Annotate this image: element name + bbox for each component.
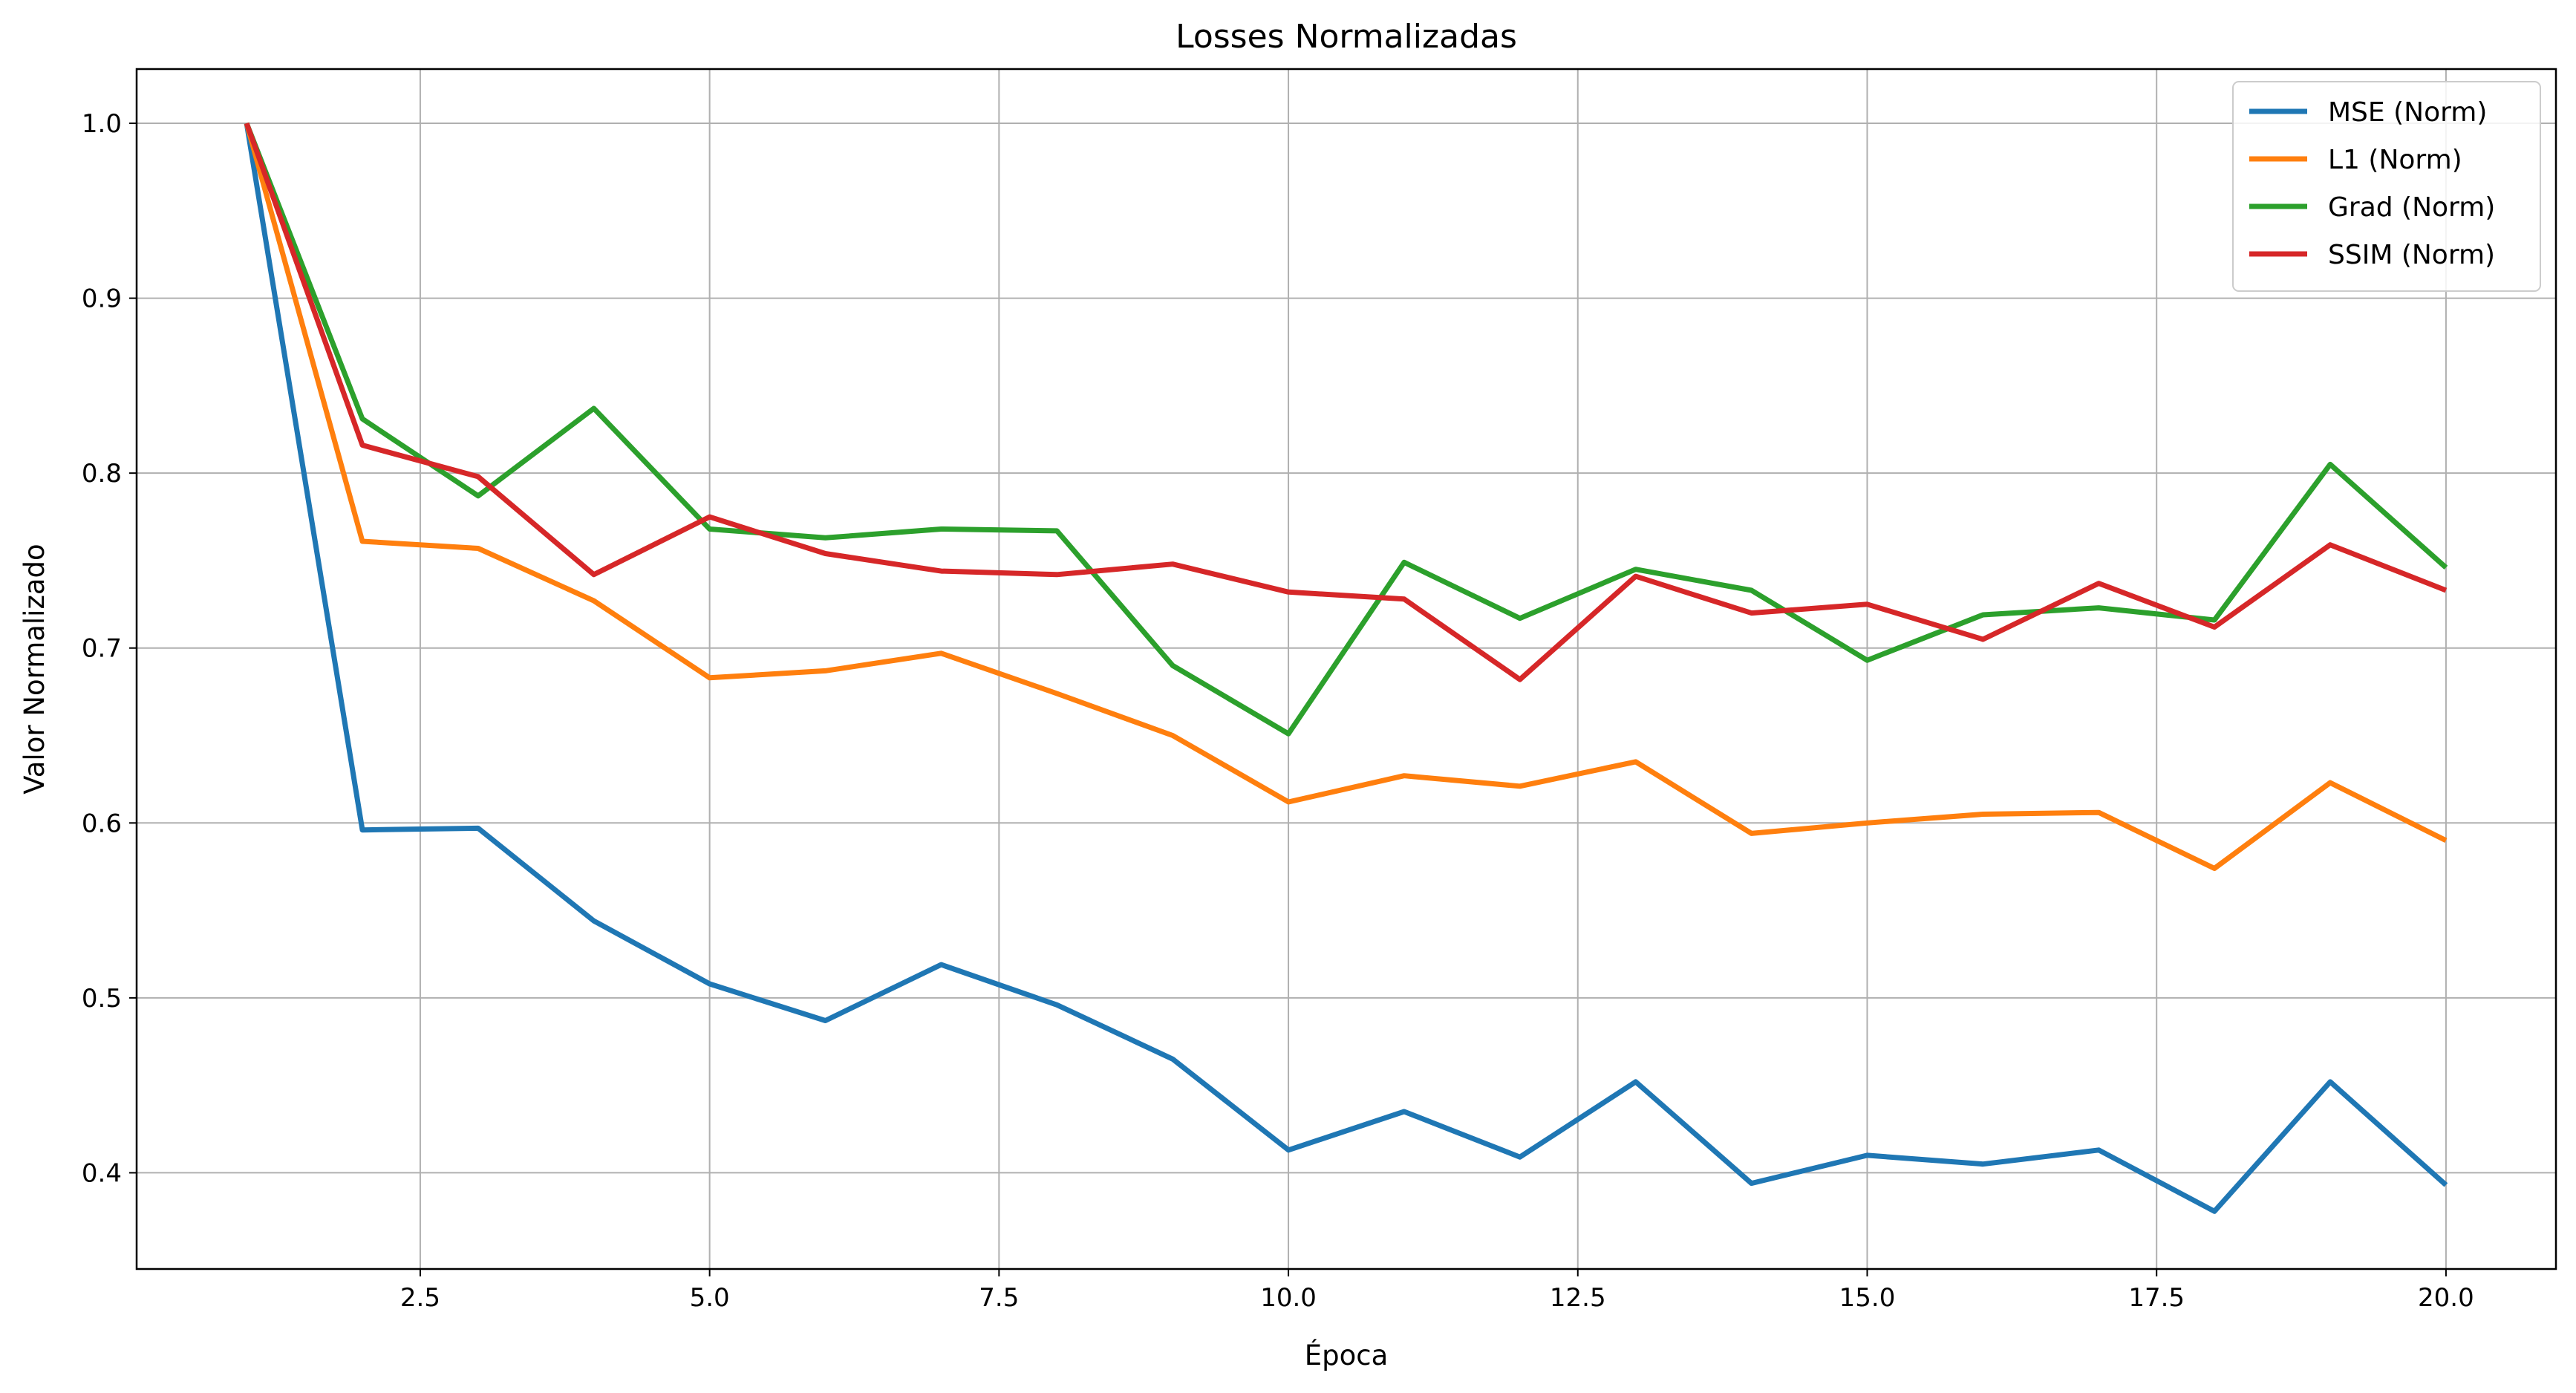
series-line-mse-norm [244,123,2448,1214]
series-line-ssim-norm [244,122,2448,682]
x-axis-label: Época [1305,1339,1389,1371]
series-line-grad-norm [244,122,2448,737]
chart-title: Losses Normalizadas [1175,18,1517,56]
series-line-l1-norm [244,123,2448,871]
y-tick-label: 0.9 [82,284,122,314]
x-tick-label: 7.5 [979,1283,1019,1313]
x-tick-label: 2.5 [400,1283,440,1313]
x-tick-label: 20.0 [2418,1283,2474,1313]
x-tick-label: 12.5 [1550,1283,1606,1313]
legend-label-grad-norm: Grad (Norm) [2328,192,2495,223]
legend-label-l1-norm: L1 (Norm) [2328,145,2462,175]
x-tick-label: 10.0 [1260,1283,1317,1313]
y-axis-label: Valor Normalizado [19,544,50,794]
y-tick-label: 0.5 [82,984,122,1014]
y-tick-label: 0.6 [82,809,122,838]
x-tick-label: 15.0 [1839,1283,1896,1313]
series-lines [244,122,2448,1214]
y-tick-label: 1.0 [82,109,122,139]
x-tick-label: 17.5 [2128,1283,2185,1313]
axis-ticks: 2.5 5.0 7.5 10.0 12.5 15.0 17.5 20.0 0.4 0.5 0.6 0.… [82,109,2474,1313]
y-tick-label: 0.7 [82,634,122,664]
plot-frame [135,68,2557,1270]
y-tick-label: 0.8 [82,459,122,489]
x-tick-label: 5.0 [690,1283,730,1313]
legend-label-ssim-norm: SSIM (Norm) [2328,240,2495,270]
y-tick-label: 0.4 [82,1158,122,1188]
legend-label-mse-norm: MSE (Norm) [2328,97,2487,128]
legend-box [2232,81,2541,292]
plot-area [137,69,2556,1269]
legend: MSE (Norm) L1 (Norm) Grad (Norm) SSIM (Norm… [2232,81,2541,292]
